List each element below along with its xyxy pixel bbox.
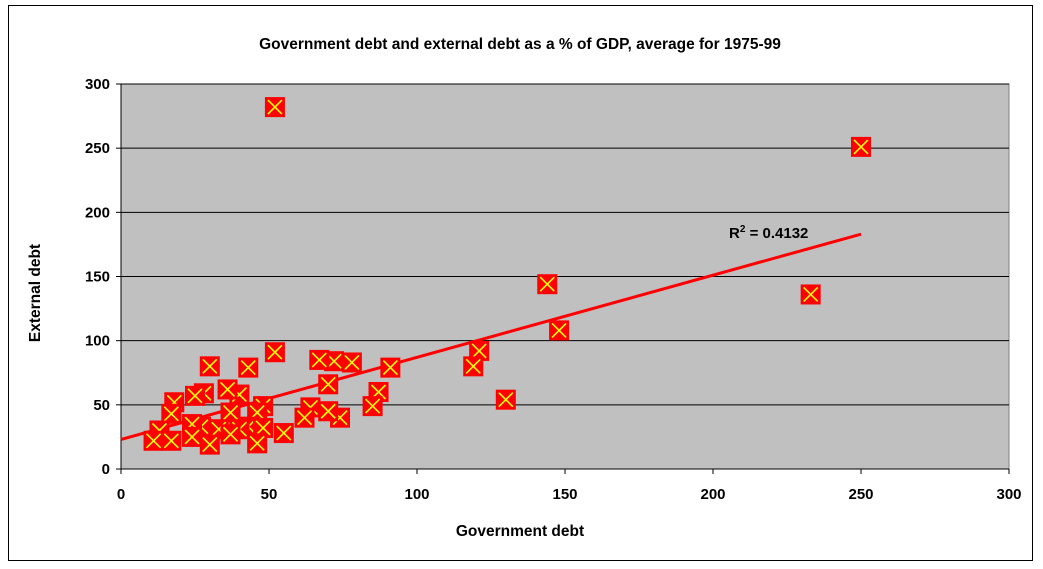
scatter-point (182, 426, 203, 447)
marker-cross (344, 354, 360, 371)
marker-cross (202, 358, 218, 374)
scatter-point (537, 274, 558, 295)
x-tick-label: 100 (404, 486, 429, 503)
marker-cross (163, 433, 179, 449)
scatter-point (463, 356, 484, 377)
scatter-point (294, 407, 315, 428)
marker-cross (320, 376, 336, 392)
y-tick-label: 0 (102, 461, 110, 478)
y-axis-ticks: 0 50 100 150 200 250 300 (85, 76, 121, 478)
x-tick-label: 50 (261, 486, 278, 503)
chart-frame: Government debt and external debt as a %… (8, 5, 1033, 561)
x-axis-ticks: 0 50 100 150 200 250 300 (117, 469, 1022, 503)
chart-title: Government debt and external debt as a %… (259, 36, 781, 53)
marker-cross (498, 392, 514, 408)
y-tick-label: 100 (85, 333, 110, 350)
marker-cross (267, 99, 283, 115)
scatter-point (253, 417, 274, 438)
marker-cross (296, 410, 313, 426)
trendline (120, 232, 862, 441)
x-tick-label: 200 (700, 486, 725, 503)
scatter-point (318, 401, 339, 422)
x-tick-label: 150 (552, 486, 577, 503)
x-tick-label: 300 (996, 486, 1021, 503)
x-axis-title: Government debt (456, 523, 584, 540)
scatter-point (318, 374, 339, 395)
scatter-point (238, 357, 259, 378)
marker-cross (222, 426, 239, 442)
marker-cross (311, 352, 327, 368)
r-squared-value: = 0.4132 (745, 225, 808, 242)
marker-cross (202, 437, 218, 453)
y-tick-label: 200 (85, 204, 110, 221)
marker-cross (471, 343, 487, 359)
scatter-chart: Government debt and external debt as a %… (27, 36, 1022, 540)
marker-cross (187, 388, 203, 404)
marker-cross (163, 406, 179, 422)
scatter-point (143, 430, 164, 451)
data-points (143, 97, 871, 455)
marker-cross (184, 429, 200, 445)
scatter-point (185, 385, 205, 406)
r-squared-sup: 2 (740, 224, 746, 235)
scatter-point (273, 423, 294, 444)
y-axis-title: External debt (27, 244, 44, 342)
y-tick-label: 50 (93, 397, 110, 414)
scatter-point (362, 396, 383, 417)
marker-cross (326, 353, 342, 369)
scatter-point (341, 352, 362, 373)
marker-cross (240, 360, 256, 376)
scatter-point (851, 136, 871, 157)
scatter-point (495, 389, 516, 410)
scatter-point (199, 356, 220, 377)
y-tick-label: 250 (85, 140, 110, 157)
marker-cross (539, 276, 555, 292)
marker-cross (803, 286, 819, 303)
marker-cross (276, 425, 292, 441)
r-squared-label: R2 = 0.4132 (729, 224, 808, 242)
marker-cross (365, 398, 381, 414)
marker-cross (267, 344, 283, 360)
x-tick-label: 250 (848, 486, 873, 503)
scatter-point (199, 434, 220, 455)
marker-cross (255, 420, 271, 436)
scatter-point (264, 342, 285, 363)
scatter-point (220, 424, 241, 445)
marker-cross (219, 381, 236, 397)
scatter-point (380, 357, 401, 378)
marker-cross (320, 403, 336, 419)
r-squared-base: R (729, 225, 740, 242)
scatter-point (161, 430, 182, 451)
marker-cross (222, 404, 239, 421)
scatter-point (217, 379, 238, 400)
marker-cross (551, 322, 567, 338)
y-tick-label: 150 (85, 269, 110, 286)
trendline-group (120, 232, 862, 441)
marker-cross (853, 139, 869, 155)
marker-cross (382, 360, 398, 376)
scatter-point (247, 433, 268, 454)
marker-cross (145, 433, 162, 449)
scatter-point (264, 97, 285, 118)
scatter-point (800, 284, 821, 305)
scatter-point (220, 402, 241, 423)
scatter-point (161, 403, 182, 424)
marker-cross (465, 358, 481, 374)
y-tick-label: 300 (85, 76, 110, 93)
x-tick-label: 0 (117, 486, 125, 503)
marker-cross (332, 410, 348, 426)
scatter-point (549, 320, 570, 341)
scatter-point (309, 349, 330, 370)
scatter-point (469, 340, 490, 361)
marker-cross (249, 435, 265, 451)
